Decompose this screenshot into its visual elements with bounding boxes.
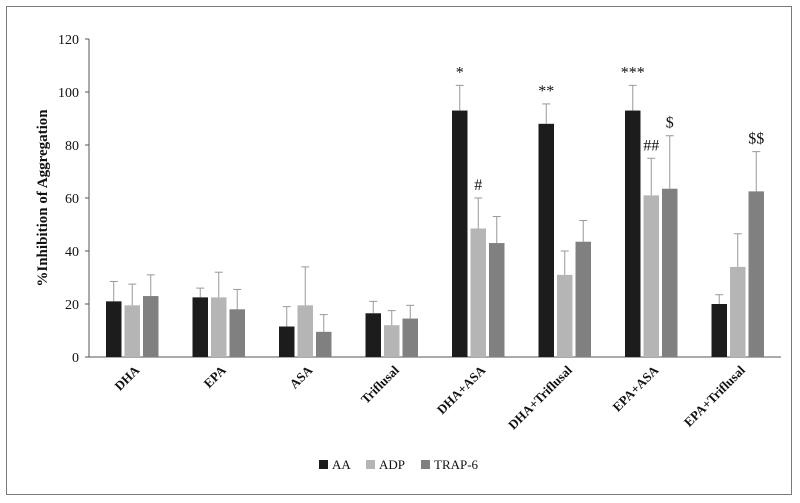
legend-swatch-aa <box>319 460 328 469</box>
bars <box>106 110 764 357</box>
bar-chart: 0 20 40 60 80 100 120 %Inhibition of Aggregatio… <box>35 33 781 472</box>
significance-annotation: ** <box>538 83 554 100</box>
bar-dha-triflusal-adp <box>557 274 573 357</box>
legend-swatch-trap-6 <box>421 460 430 469</box>
y-tick-label: 60 <box>65 192 79 207</box>
significance-annotation: # <box>474 177 482 194</box>
bar-dha-aa <box>106 301 122 357</box>
legend-label-aa: AA <box>332 457 351 472</box>
bar-triflusal-adp <box>384 325 400 357</box>
significance-annotation: $$ <box>748 131 764 148</box>
y-tick-label: 100 <box>58 86 79 101</box>
significance-annotation: * <box>456 64 464 81</box>
bar-epa-triflusal-trap-6 <box>748 191 764 357</box>
bar-epa-asa-adp <box>643 195 659 357</box>
category-label-epa-triflusal: EPA+Triflusal <box>681 362 748 429</box>
error-bars <box>109 84 761 332</box>
category-label-triflusal: Triflusal <box>358 362 402 406</box>
category-label-dha: DHA <box>111 362 142 393</box>
y-tick-label: 120 <box>58 33 79 48</box>
y-axis-label: %Inhibition of Aggregation <box>35 109 51 287</box>
category-label-epa-asa: EPA+ASA <box>609 362 661 414</box>
bar-epa-triflusal-adp <box>730 266 746 357</box>
bar-epa-aa <box>192 297 208 357</box>
category-label-asa: ASA <box>286 362 315 391</box>
legend: AA ADP TRAP-6 <box>319 457 479 472</box>
bar-dha-triflusal-trap-6 <box>575 241 591 357</box>
category-label-dha-triflusal: DHA+Triflusal <box>505 362 575 432</box>
figure-frame: 0 20 40 60 80 100 120 %Inhibition of Aggregatio… <box>6 6 792 495</box>
bar-epa-asa-aa <box>625 110 641 357</box>
bar-dha-asa-adp <box>470 228 486 357</box>
significance-annotation: *** <box>621 64 645 81</box>
bar-asa-trap-6 <box>316 331 332 357</box>
bar-dha-trap-6 <box>143 296 159 357</box>
y-tick-label: 40 <box>65 245 79 260</box>
bar-epa-adp <box>211 297 227 357</box>
y-tick-label: 80 <box>65 139 79 154</box>
bar-asa-aa <box>279 326 295 357</box>
bar-triflusal-aa <box>365 313 381 357</box>
annotations: *#*****##$$$ <box>456 64 765 194</box>
bar-asa-adp <box>297 305 313 357</box>
legend-label-trap-6: TRAP-6 <box>434 457 479 472</box>
bar-triflusal-trap-6 <box>402 318 418 357</box>
bar-epa-triflusal-aa <box>711 304 727 357</box>
legend-label-adp: ADP <box>379 457 405 472</box>
bar-dha-asa-aa <box>452 110 468 357</box>
bar-dha-triflusal-aa <box>538 123 554 357</box>
bar-dha-asa-trap-6 <box>489 243 505 357</box>
bar-dha-adp <box>124 305 140 357</box>
category-label-epa: EPA <box>201 362 230 391</box>
y-tick-label: 0 <box>72 351 79 366</box>
y-tick-label: 20 <box>65 298 79 313</box>
bar-epa-trap-6 <box>229 309 245 357</box>
bar-epa-asa-trap-6 <box>662 188 678 357</box>
legend-swatch-adp <box>366 460 375 469</box>
significance-annotation: $ <box>666 115 674 132</box>
significance-annotation: ## <box>643 137 659 154</box>
category-label-dha-asa: DHA+ASA <box>434 362 489 417</box>
